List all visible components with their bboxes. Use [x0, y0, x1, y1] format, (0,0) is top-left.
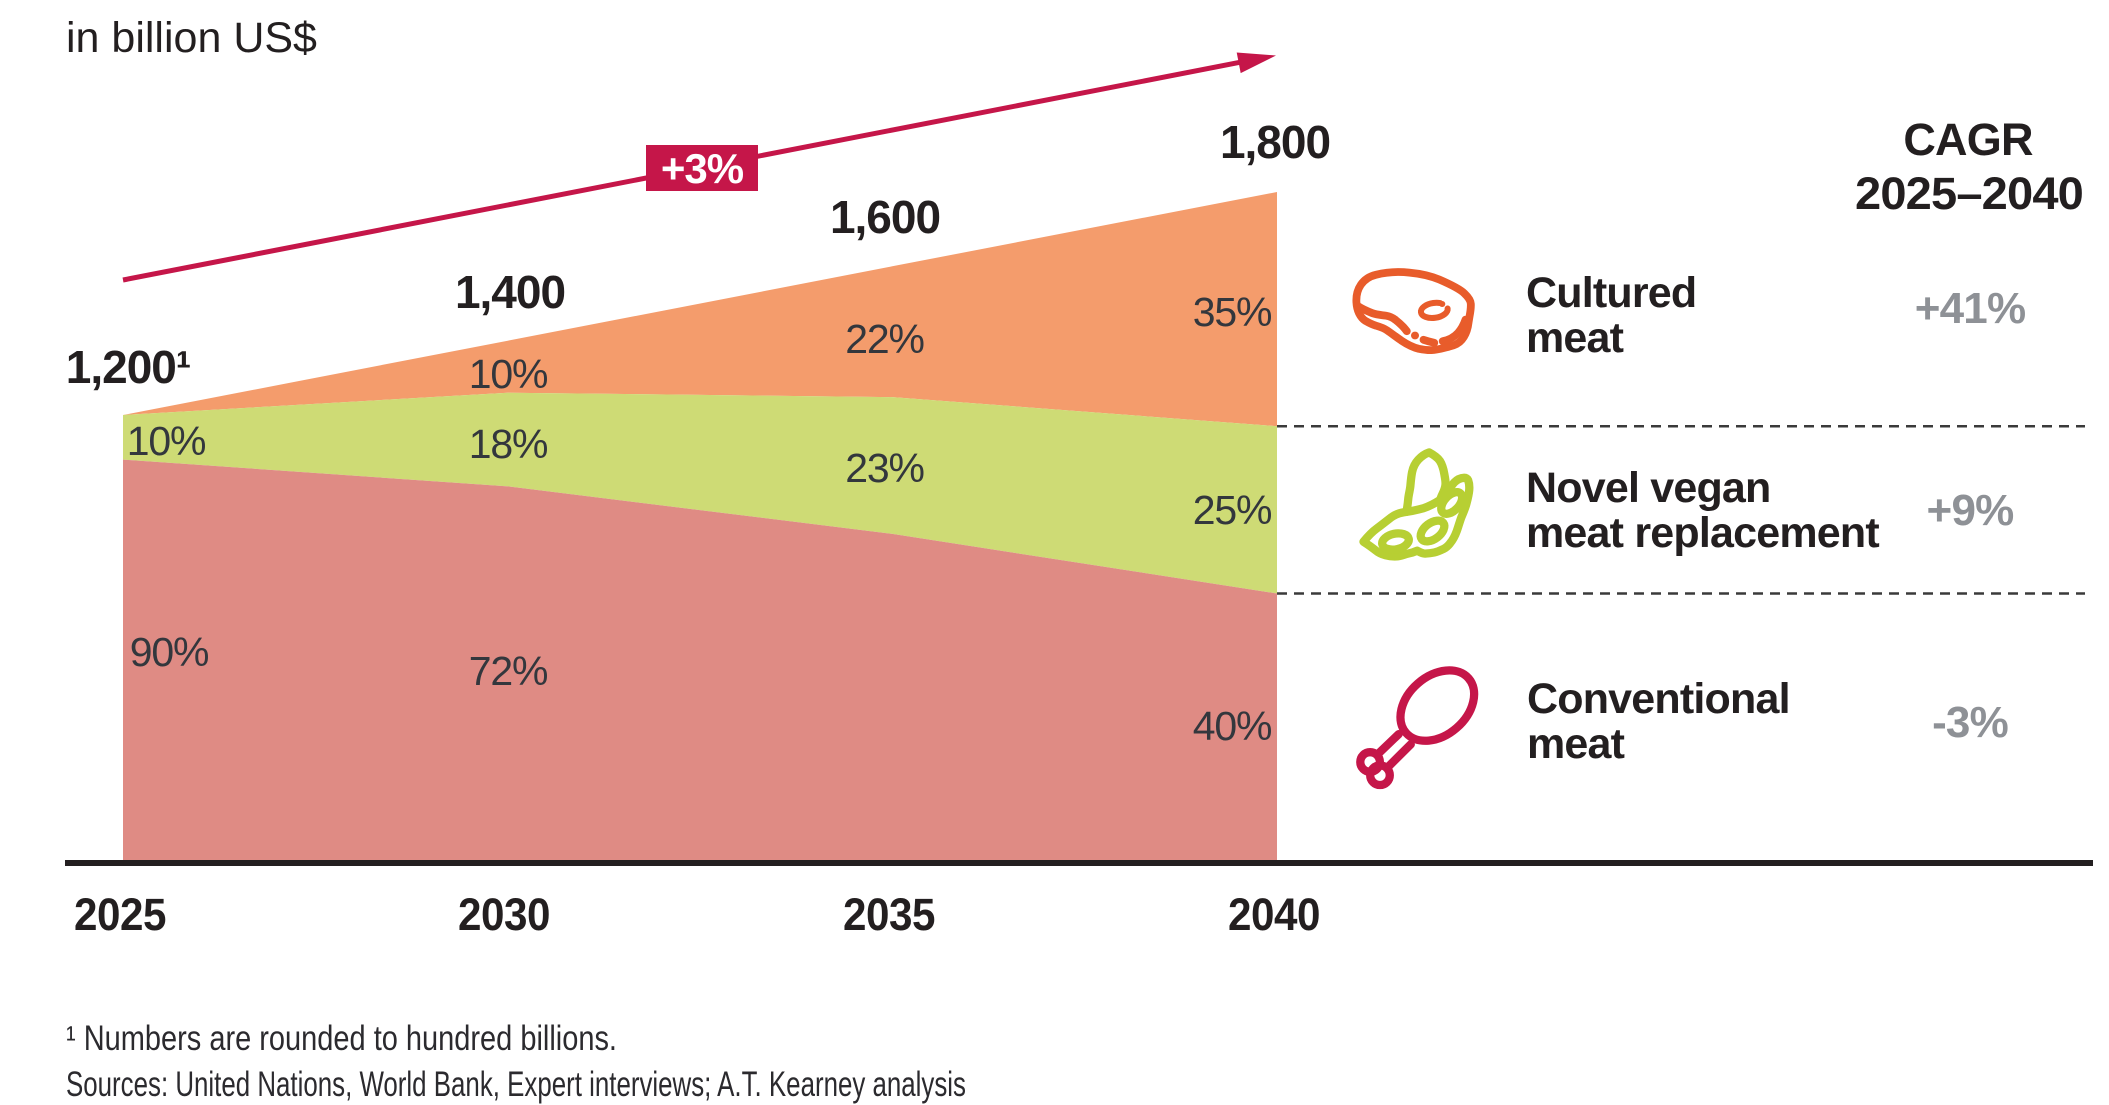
svg-text:-3%: -3%: [1932, 698, 2008, 747]
svg-text:2025–2040: 2025–2040: [1855, 168, 2083, 219]
svg-text:¹ Numbers are rounded to hundr: ¹ Numbers are rounded to hundred billion…: [66, 1019, 617, 1058]
svg-text:23%: 23%: [845, 445, 923, 491]
svg-text:+3%: +3%: [661, 145, 744, 192]
svg-text:meat: meat: [1526, 314, 1624, 362]
svg-text:35%: 35%: [1193, 289, 1271, 335]
svg-text:Cultured: Cultured: [1526, 269, 1696, 317]
svg-text:2035: 2035: [843, 889, 935, 940]
svg-text:1,200¹: 1,200¹: [66, 341, 190, 393]
svg-text:72%: 72%: [469, 648, 547, 694]
svg-text:+41%: +41%: [1915, 284, 2026, 333]
svg-text:90%: 90%: [130, 629, 208, 675]
svg-text:1,600: 1,600: [830, 191, 940, 243]
svg-text:CAGR: CAGR: [1903, 114, 2033, 165]
svg-text:+9%: +9%: [1927, 486, 2014, 535]
svg-text:1,800: 1,800: [1220, 116, 1330, 168]
svg-text:40%: 40%: [1193, 703, 1271, 749]
svg-text:22%: 22%: [845, 316, 923, 362]
svg-text:Sources: United Nations, World: Sources: United Nations, World Bank, Exp…: [66, 1065, 966, 1104]
svg-text:10%: 10%: [127, 418, 205, 464]
svg-text:in billion US$: in billion US$: [66, 14, 317, 62]
svg-text:2040: 2040: [1228, 889, 1320, 940]
svg-text:meat: meat: [1527, 720, 1625, 768]
svg-text:Novel vegan: Novel vegan: [1526, 464, 1771, 512]
svg-text:Conventional: Conventional: [1527, 675, 1790, 723]
svg-text:2030: 2030: [458, 889, 550, 940]
svg-text:1,400: 1,400: [455, 266, 565, 318]
svg-text:18%: 18%: [469, 421, 547, 467]
svg-text:2025: 2025: [74, 889, 166, 940]
svg-text:10%: 10%: [469, 351, 547, 397]
svg-text:25%: 25%: [1193, 487, 1271, 533]
svg-text:meat replacement: meat replacement: [1526, 509, 1879, 557]
